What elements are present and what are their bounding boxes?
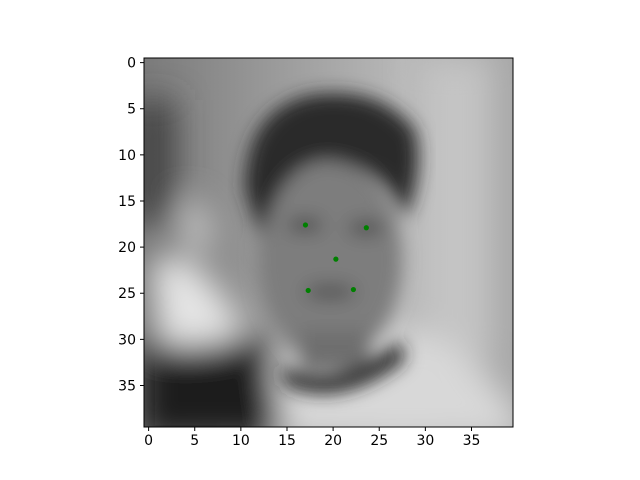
keypoint-marker xyxy=(363,225,369,231)
x-tick-label: 5 xyxy=(190,433,199,449)
y-tick-label: 10 xyxy=(118,148,136,164)
y-tick-label: 30 xyxy=(118,332,136,348)
y-axis-ticks: 0 5 10 15 20 25 30 35 xyxy=(118,56,144,394)
plot-frame xyxy=(143,57,514,428)
x-tick-label: 25 xyxy=(370,433,388,449)
x-tick-label: 0 xyxy=(144,433,153,449)
y-tick-label: 5 xyxy=(127,102,136,118)
x-tick-label: 15 xyxy=(278,433,296,449)
x-tick-label: 10 xyxy=(232,433,250,449)
x-tick-label: 20 xyxy=(324,433,342,449)
keypoint-marker xyxy=(333,256,339,262)
keypoint-marker xyxy=(302,222,309,228)
grayscale-face-image xyxy=(144,58,513,427)
keypoint-marker xyxy=(305,287,311,294)
y-tick-label: 0 xyxy=(127,56,136,72)
x-tick-label: 35 xyxy=(463,433,481,449)
x-tick-label: 30 xyxy=(416,433,434,449)
keypoint-series xyxy=(302,222,369,294)
keypoint-marker xyxy=(350,286,357,293)
y-tick-label: 20 xyxy=(118,240,136,256)
y-tick-label: 35 xyxy=(118,378,136,394)
x-axis-ticks: 0 5 10 15 20 25 30 35 xyxy=(144,427,480,449)
y-tick-label: 15 xyxy=(118,194,136,210)
y-tick-label: 25 xyxy=(118,286,136,302)
